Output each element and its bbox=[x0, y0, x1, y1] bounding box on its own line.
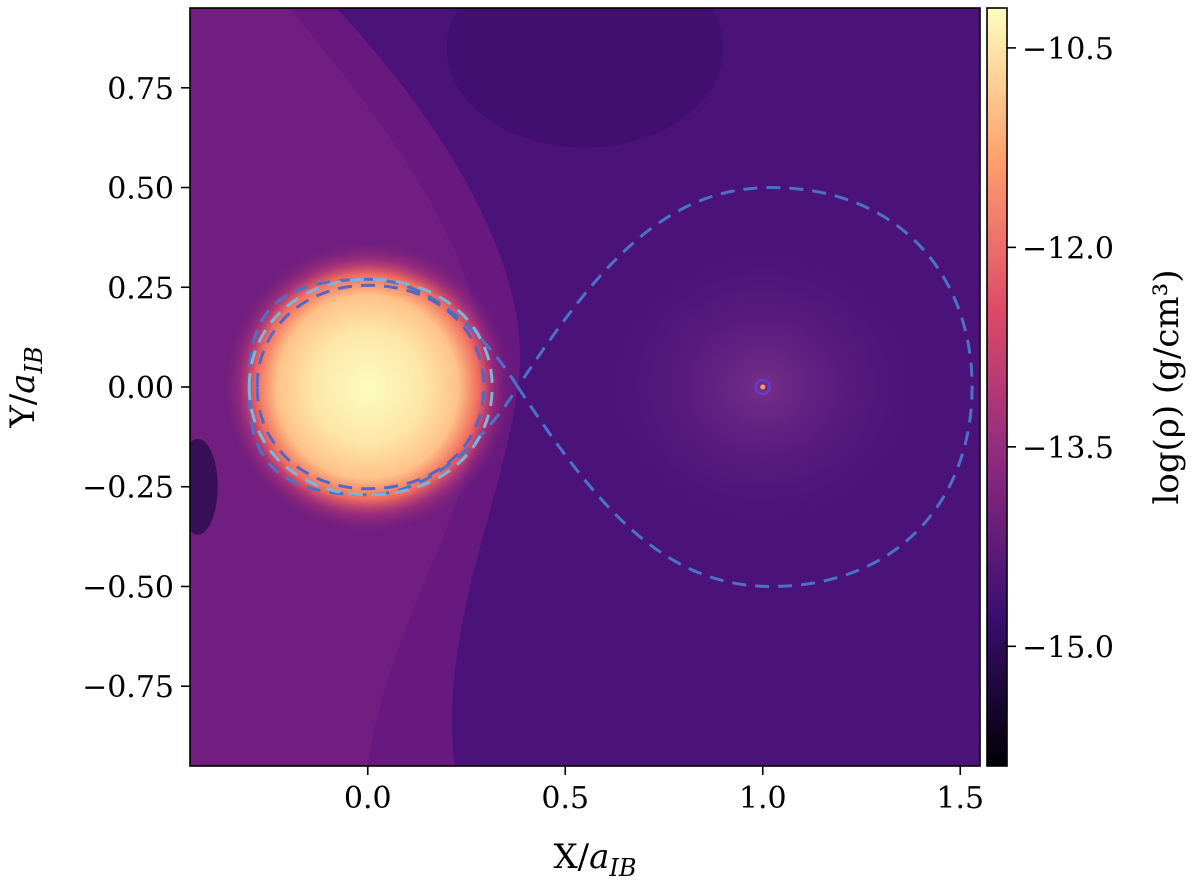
companion-ring bbox=[754, 378, 771, 396]
roche-contours bbox=[247, 186, 974, 588]
x-axis: 0.0 0.5 1.0 1.5 bbox=[344, 766, 984, 816]
colorbar-title: log(ρ) (g/cm³) bbox=[1147, 269, 1187, 504]
colorbar-axis: −10.5 −12.0 −13.5 −15.0 bbox=[1007, 32, 1114, 665]
primary-star bbox=[221, 239, 515, 535]
y-axis: 0.75 0.50 0.25 0.00 −0.25 −0.50 −0.75 bbox=[82, 72, 190, 705]
colorbar-frame bbox=[986, 7, 1008, 767]
low-density-region bbox=[446, 8, 724, 148]
colorbar-tick-label: −15.0 bbox=[1022, 630, 1114, 665]
y-tick-label: 0.00 bbox=[107, 371, 174, 406]
colorbar-tick-label: −13.5 bbox=[1022, 431, 1114, 466]
x-tick-label: 0.5 bbox=[541, 781, 589, 816]
y-tick-label: 0.50 bbox=[107, 172, 174, 207]
colorbar-tick-label: −10.5 bbox=[1022, 32, 1114, 67]
y-tick-label: 0.75 bbox=[107, 72, 174, 107]
inner-contour-0 bbox=[247, 277, 494, 497]
density-map bbox=[190, 8, 980, 766]
y-tick-label: −0.75 bbox=[82, 670, 174, 705]
x-tick-label: 1.5 bbox=[936, 781, 984, 816]
colorbar-tick-label: −12.0 bbox=[1022, 231, 1114, 266]
x-tick-label: 0.0 bbox=[344, 781, 392, 816]
x-tick-label: 1.0 bbox=[739, 781, 787, 816]
roche-lobe-contour bbox=[247, 186, 974, 588]
x-axis-title: X/aIB bbox=[553, 837, 636, 882]
companion-core bbox=[760, 384, 766, 390]
shadow-region bbox=[190, 438, 218, 535]
y-tick-label: −0.50 bbox=[82, 570, 174, 605]
y-tick-label: 0.25 bbox=[107, 271, 174, 306]
y-axis-title: Y/aIB bbox=[3, 346, 48, 428]
y-tick-label: −0.25 bbox=[82, 471, 174, 506]
colorbar bbox=[987, 8, 1007, 766]
